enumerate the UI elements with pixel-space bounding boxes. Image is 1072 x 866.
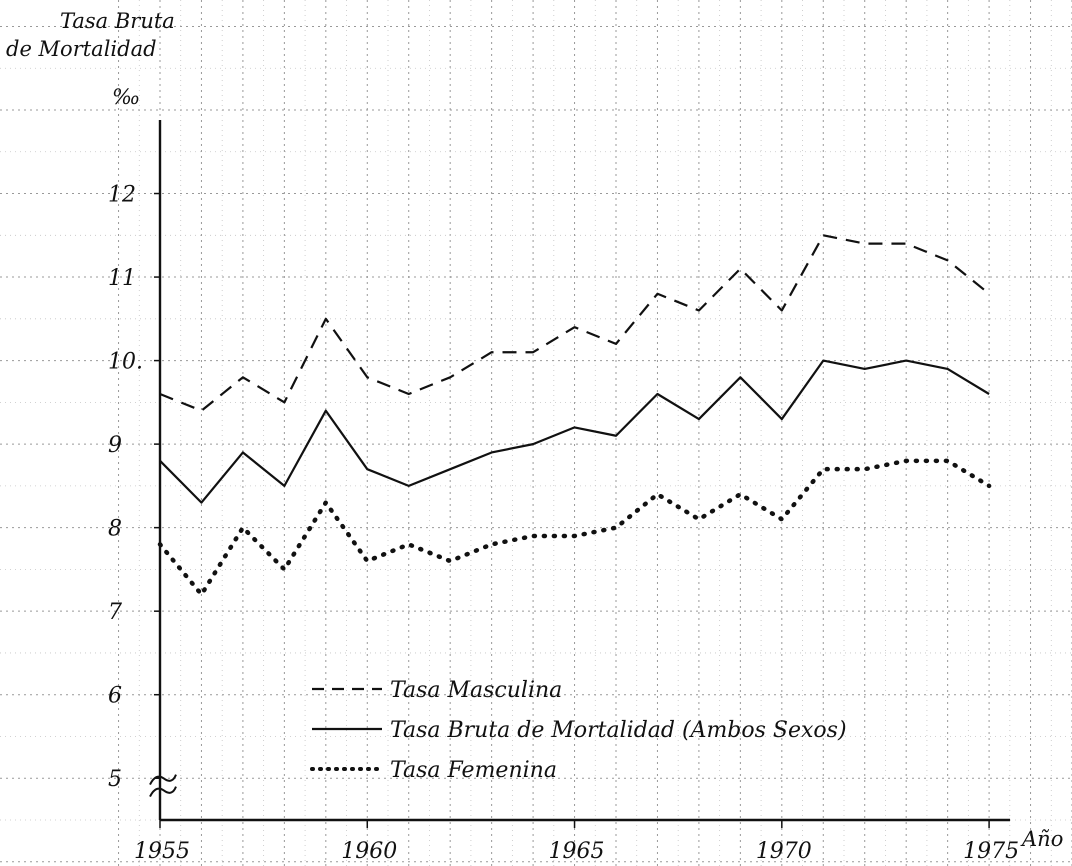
y-tick-label: 10. bbox=[108, 350, 143, 375]
y-axis-title-line-1: Tasa Bruta bbox=[60, 9, 175, 33]
tick-labels: 5 6 7 8 9 10. 11 12 1955 1960 1965 1970 1975 bbox=[108, 183, 1019, 864]
series-lines bbox=[157, 234, 992, 597]
series-line-total bbox=[159, 359, 990, 504]
legend-label-male: Tasa Masculina bbox=[390, 678, 562, 703]
y-tick-label: 11 bbox=[108, 266, 136, 291]
x-tick-label: 1975 bbox=[963, 839, 1019, 864]
y-tick-label: 6 bbox=[108, 684, 122, 709]
x-tick-label: 1965 bbox=[549, 839, 605, 864]
legend-label-total: Tasa Bruta de Mortalidad (Ambos Sexos) bbox=[390, 718, 847, 743]
y-tick-label: 12 bbox=[108, 183, 136, 208]
series-line-female bbox=[157, 458, 992, 597]
x-axis-title: Año bbox=[1020, 827, 1063, 851]
axis-break-mark bbox=[149, 774, 177, 786]
x-tick-label: 1970 bbox=[756, 839, 812, 864]
y-axis-title-line-2: de Mortalidad bbox=[6, 37, 157, 61]
y-tick-label: 8 bbox=[108, 517, 122, 542]
y-tick-label: 7 bbox=[108, 600, 122, 625]
axes bbox=[149, 120, 1010, 822]
y-tick-label: 9 bbox=[108, 433, 122, 458]
legend: Tasa Masculina Tasa Bruta de Mortalidad … bbox=[310, 678, 847, 783]
y-tick-label: 5 bbox=[108, 767, 122, 792]
series-line-male bbox=[159, 234, 990, 412]
x-tick-label: 1960 bbox=[341, 839, 397, 864]
x-tick-label: 1955 bbox=[134, 839, 190, 864]
legend-label-female: Tasa Femenina bbox=[390, 758, 557, 783]
point-0-1972 bbox=[863, 242, 867, 246]
y-axis-title-line-3: ‰ bbox=[112, 85, 140, 109]
axis-break-mark bbox=[149, 786, 177, 798]
